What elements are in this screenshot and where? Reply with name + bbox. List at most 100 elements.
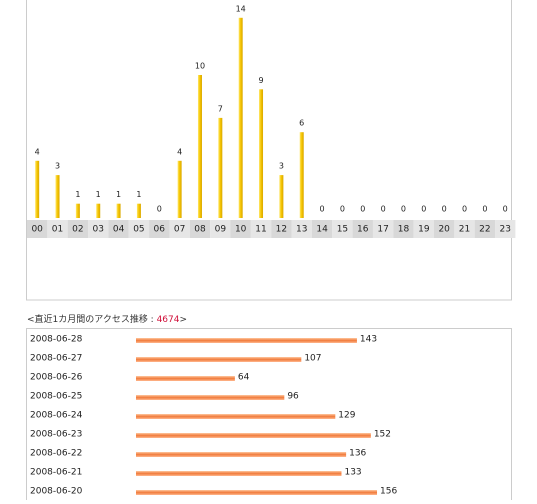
- daily-total: 4674: [157, 315, 180, 325]
- hour-cell: [454, 220, 475, 238]
- day-value: 136: [349, 449, 366, 459]
- hour-cell: [189, 220, 211, 238]
- hour-bar: [136, 203, 141, 218]
- hour-cell: [332, 220, 353, 238]
- hour-cell: [352, 220, 373, 238]
- hour-cell: [128, 220, 150, 238]
- hour-bar: [259, 89, 264, 218]
- hour-bar: [55, 175, 60, 218]
- hour-value: 4: [35, 147, 40, 156]
- hour-cell: [291, 220, 312, 238]
- hour-value: 3: [55, 162, 60, 171]
- hour-value: 9: [258, 76, 263, 85]
- date-label: 2008-06-20: [30, 487, 83, 497]
- date-label: 2008-06-27: [30, 354, 82, 364]
- hour-value: 0: [401, 205, 406, 214]
- day-value: 129: [338, 411, 355, 421]
- day-bar: [136, 376, 235, 381]
- hour-bar: [279, 175, 284, 218]
- hour-label: 02: [72, 225, 83, 235]
- hour-label: 06: [154, 225, 166, 235]
- day-value: 107: [304, 354, 321, 364]
- hour-cell: [434, 220, 455, 238]
- date-label: 2008-06-23: [30, 430, 82, 440]
- daily-title-end: >: [179, 315, 187, 325]
- day-value: 133: [344, 468, 361, 478]
- day-bar: [136, 357, 302, 362]
- hour-bar: [197, 75, 202, 218]
- day-value: 64: [238, 373, 250, 383]
- hour-value: 1: [75, 190, 80, 199]
- hour-label: 10: [235, 225, 247, 235]
- day-value: 156: [380, 487, 397, 497]
- hour-value: 0: [320, 205, 325, 214]
- day-bar: [136, 452, 347, 457]
- hour-cell: [393, 220, 414, 238]
- hour-value: 6: [299, 119, 304, 128]
- day-bar: [136, 395, 285, 400]
- day-value: 152: [374, 430, 391, 440]
- daily-title-text: <直近1カ月間のアクセス推移 :: [27, 313, 157, 325]
- hour-cell: [149, 220, 170, 238]
- hour-cell: [108, 220, 129, 238]
- day-bar: [136, 471, 342, 476]
- hour-label: 05: [133, 225, 144, 235]
- hour-label: 23: [499, 225, 510, 235]
- day-value: 143: [360, 335, 377, 345]
- date-label: 2008-06-24: [30, 411, 83, 421]
- daily-title: <直近1カ月間のアクセス推移 : 4674>: [27, 313, 187, 325]
- hour-label: 04: [113, 225, 125, 235]
- hour-label: 08: [194, 225, 206, 235]
- hour-cell: [27, 220, 48, 238]
- hour-value: 0: [340, 205, 345, 214]
- hourly-panel: [26, 0, 512, 301]
- hour-value: 0: [442, 205, 447, 214]
- hour-label: 19: [418, 225, 430, 235]
- hour-label: 16: [357, 225, 369, 235]
- hour-bar: [75, 203, 80, 218]
- hour-value: 0: [421, 205, 426, 214]
- hour-bar: [177, 160, 182, 218]
- hour-value: 0: [503, 205, 508, 214]
- day-bar: [136, 490, 378, 495]
- date-label: 2008-06-28: [30, 335, 83, 345]
- hour-label: 17: [377, 225, 388, 235]
- hour-value: 14: [236, 4, 246, 13]
- hour-value: 0: [381, 205, 386, 214]
- hour-cell: [169, 220, 190, 238]
- day-bar: [136, 414, 336, 419]
- hour-cell: [47, 220, 68, 238]
- hour-label: 00: [31, 225, 43, 235]
- hour-value: 1: [96, 190, 101, 199]
- hour-bar: [299, 132, 304, 218]
- hour-bar: [238, 17, 243, 218]
- hour-value: 1: [136, 190, 141, 199]
- hour-label: 20: [438, 225, 450, 235]
- date-label: 2008-06-25: [30, 392, 82, 402]
- day-bar: [136, 433, 371, 438]
- hour-label: 03: [92, 225, 103, 235]
- day-value: 96: [287, 392, 299, 402]
- hour-cell: [495, 220, 516, 238]
- hour-label: 07: [174, 225, 185, 235]
- hour-cell: [474, 220, 496, 238]
- hour-label: 12: [276, 225, 287, 235]
- hour-value: 10: [195, 62, 205, 71]
- hour-value: 0: [482, 205, 487, 214]
- date-label: 2008-06-26: [30, 373, 83, 383]
- hour-value: 0: [157, 205, 162, 214]
- hour-cell: [250, 220, 272, 238]
- hour-value: 7: [218, 104, 223, 113]
- hour-label: 11: [255, 225, 266, 235]
- hour-cell: [413, 220, 434, 238]
- hour-cell: [372, 220, 394, 238]
- hour-cell: [230, 220, 251, 238]
- hour-bar: [218, 117, 223, 218]
- date-label: 2008-06-21: [30, 468, 82, 478]
- hour-label: 01: [52, 225, 63, 235]
- hour-bar: [116, 203, 121, 218]
- date-label: 2008-06-22: [30, 449, 82, 459]
- hour-value: 4: [177, 147, 182, 156]
- hour-label: 15: [337, 225, 348, 235]
